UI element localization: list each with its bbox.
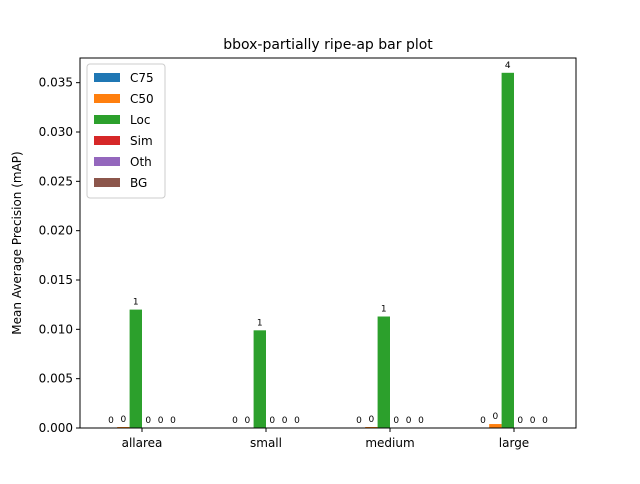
chart-title: bbox-partially ripe-ap bar plot [223, 37, 433, 53]
y-tick-label-0.010: 0.010 [39, 322, 73, 336]
legend-swatch-c75 [94, 73, 120, 82]
data-label-bg-medium: 0 [418, 416, 424, 426]
y-tick-label-0.000: 0.000 [39, 421, 73, 435]
data-label-c75-large: 0 [480, 416, 486, 426]
x-tick-label-allarea: allarea [122, 436, 163, 450]
data-label-oth-large: 0 [530, 416, 536, 426]
y-tick-label-0.015: 0.015 [39, 273, 73, 287]
legend-label-loc: Loc [130, 113, 150, 127]
data-label-c50-small: 0 [245, 416, 251, 426]
legend-label-c75: C75 [130, 71, 154, 85]
legend-label-bg: BG [130, 176, 147, 190]
data-label-loc-small: 1 [257, 318, 263, 328]
legend-swatch-sim [94, 136, 120, 145]
y-tick-label-0.025: 0.025 [39, 174, 73, 188]
data-label-c50-allarea: 0 [121, 415, 127, 425]
legend-label-c50: C50 [130, 92, 154, 106]
data-label-c75-allarea: 0 [108, 416, 114, 426]
legend-label-sim: Sim [130, 134, 153, 148]
y-tick-label-0.005: 0.005 [39, 372, 73, 386]
legend-label-oth: Oth [130, 155, 152, 169]
bars-group [117, 72, 514, 429]
legend-swatch-bg [94, 178, 120, 187]
data-label-loc-medium: 1 [381, 305, 387, 315]
y-axis-label: Mean Average Precision (mAP) [10, 151, 24, 334]
data-label-c75-small: 0 [232, 416, 238, 426]
legend-swatch-oth [94, 157, 120, 166]
bar-loc-medium [377, 316, 390, 428]
bar-loc-large [501, 72, 514, 429]
value-labels-group: 0 010 0 0 0 010 0 0 0 010 0 0 0 040 0 0 [108, 61, 548, 426]
y-axis: 0.000 0.005 0.010 0.015 0.020 0.025 0.030 0.035 [39, 76, 80, 435]
x-tick-label-small: small [250, 436, 282, 450]
data-label-loc-allarea: 1 [133, 298, 139, 308]
bar-loc-small [253, 330, 266, 428]
y-tick-label-0.030: 0.030 [39, 125, 73, 139]
x-tick-label-medium: medium [365, 436, 414, 450]
x-axis: allarea small medium large [122, 428, 529, 450]
data-label-bg-small: 0 [294, 416, 300, 426]
data-label-bg-allarea: 0 [170, 416, 176, 426]
data-label-bg-large: 0 [542, 416, 548, 426]
data-label-c50-medium: 0 [369, 415, 375, 425]
data-label-oth-small: 0 [282, 416, 288, 426]
plot-frame [79, 57, 577, 429]
y-tick-label-0.035: 0.035 [39, 76, 73, 90]
x-tick-label-large: large [499, 436, 529, 450]
legend-swatch-c50 [94, 94, 120, 103]
data-label-oth-medium: 0 [406, 416, 412, 426]
y-tick-label-0.020: 0.020 [39, 224, 73, 238]
data-label-sim-medium: 0 [393, 416, 399, 426]
legend-swatch-loc [94, 115, 120, 124]
data-label-sim-large: 0 [517, 416, 523, 426]
data-label-oth-allarea: 0 [158, 416, 164, 426]
data-label-c75-medium: 0 [356, 416, 362, 426]
legend: C75 C50 Loc Sim Oth BG [86, 63, 166, 199]
data-label-sim-small: 0 [269, 416, 275, 426]
data-label-loc-large: 4 [505, 61, 511, 71]
bar-c50-large [489, 424, 502, 428]
data-label-c50-large: 0 [493, 412, 499, 422]
data-label-sim-allarea: 0 [145, 416, 151, 426]
bar-loc-allarea [129, 309, 142, 428]
